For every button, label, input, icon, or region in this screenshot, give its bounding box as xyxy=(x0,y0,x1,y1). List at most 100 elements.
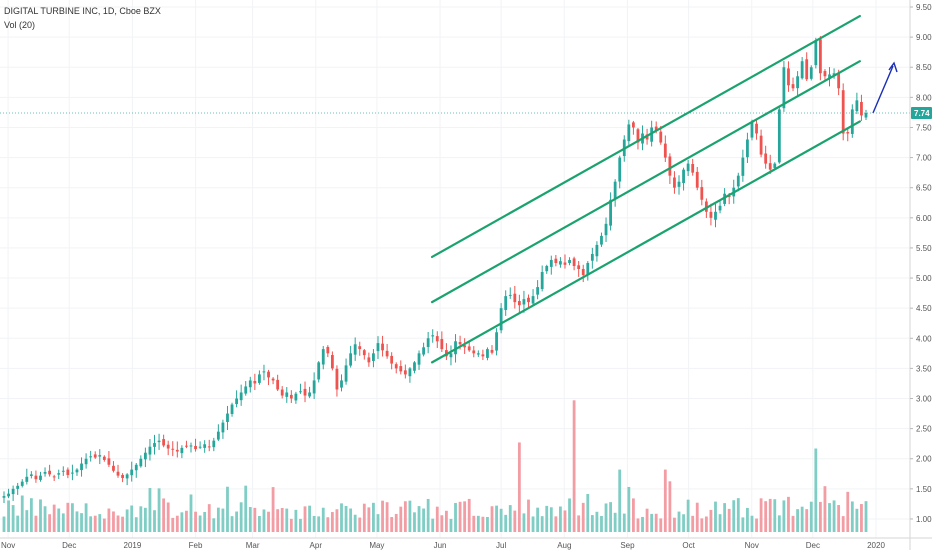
volume-bar xyxy=(20,495,24,532)
candle-body xyxy=(276,379,280,390)
price-tick-label: 4.50 xyxy=(916,304,932,313)
candle-body xyxy=(317,362,321,380)
projection-arrow xyxy=(872,65,894,114)
volume-bar xyxy=(860,504,863,532)
candle-body xyxy=(66,469,70,475)
volume-bar xyxy=(326,517,330,532)
candle-body xyxy=(554,258,558,263)
candle-body xyxy=(422,347,425,355)
volume-bar xyxy=(828,503,831,532)
candle-body xyxy=(677,181,681,187)
candle-body xyxy=(349,353,353,366)
volume-bar xyxy=(280,507,284,532)
volume-bar xyxy=(837,505,841,532)
candle-body xyxy=(43,471,47,474)
channel-line[interactable] xyxy=(430,120,861,364)
volume-bar xyxy=(668,481,672,532)
volume-bar xyxy=(563,510,567,532)
volume-bar xyxy=(16,515,20,532)
volume-bar xyxy=(294,509,298,532)
volume-bar xyxy=(732,500,736,532)
volume-bar xyxy=(207,504,211,532)
candle-body xyxy=(504,296,508,310)
volume-bar xyxy=(84,503,88,532)
candle-body xyxy=(289,394,293,399)
volume-bar xyxy=(568,498,571,532)
candle-body xyxy=(618,157,622,182)
volume-bar xyxy=(399,506,403,532)
candle-body xyxy=(700,187,704,200)
price-tick-label: 4.00 xyxy=(916,334,932,343)
trend-channel[interactable] xyxy=(430,14,861,364)
volume-bar xyxy=(153,510,156,532)
channel-line[interactable] xyxy=(430,60,861,304)
volume-bar xyxy=(764,501,768,532)
volume-bar xyxy=(271,487,275,532)
candle-body xyxy=(376,343,380,352)
volume-bar xyxy=(312,515,316,532)
candle-body xyxy=(486,349,489,358)
candle-body xyxy=(166,444,170,449)
candle-body xyxy=(490,349,494,353)
price-tick-label: 6.50 xyxy=(916,184,932,193)
volume-bar xyxy=(344,505,348,532)
volume-bar xyxy=(52,504,56,532)
candle-body xyxy=(549,259,553,267)
candle-body xyxy=(385,350,389,357)
candle-body xyxy=(536,287,540,295)
volume-bar xyxy=(80,513,83,532)
candle-body xyxy=(787,68,790,86)
candle-body xyxy=(198,446,202,448)
volume-bar xyxy=(545,505,549,532)
volume-bar xyxy=(349,508,353,532)
time-tick-label: Jul xyxy=(496,541,506,550)
candle-body xyxy=(495,332,498,351)
candle-body xyxy=(581,268,585,276)
price-tick-label: 7.00 xyxy=(916,154,932,163)
volume-bar xyxy=(403,501,407,532)
volume-bar xyxy=(540,516,544,532)
volume-bar xyxy=(139,506,143,532)
price-axis[interactable]: 9.50 9.00 8.50 8.00 7.50 7.00 6.50 6.00 5.50 5.00… xyxy=(909,0,932,550)
volume-bar xyxy=(504,514,508,532)
candle-body xyxy=(230,404,234,414)
candle-body xyxy=(321,349,325,365)
volume-bar xyxy=(508,505,512,532)
volume-bar xyxy=(262,509,266,532)
volume-bar xyxy=(746,507,749,532)
candle-body xyxy=(627,124,631,142)
chart-grid xyxy=(0,0,910,538)
volume-bar xyxy=(855,508,859,532)
candle-body xyxy=(125,474,129,479)
volume-bar xyxy=(559,506,562,532)
volume-bar xyxy=(89,516,93,532)
volume-bar xyxy=(66,502,70,532)
volume-bar xyxy=(814,448,818,532)
volume-bar xyxy=(536,507,540,532)
volume-bar xyxy=(554,516,558,532)
channel-line[interactable] xyxy=(430,14,861,259)
volume-bar xyxy=(627,486,631,532)
candle-body xyxy=(768,163,772,170)
volume-bar xyxy=(677,511,681,532)
volume-bar xyxy=(25,510,29,532)
arrow-head xyxy=(888,61,898,73)
volume-bar xyxy=(235,511,239,532)
candle-body xyxy=(258,374,261,383)
candle-body xyxy=(691,164,695,173)
candle-body xyxy=(394,364,398,369)
candle-body xyxy=(75,469,79,473)
candle-body xyxy=(84,458,88,465)
volume-bar xyxy=(244,485,248,532)
volume-bar xyxy=(385,502,389,532)
time-axis[interactable]: Nov Dec 2019 Feb Mar Apr May Jun Jul Aug Sep Oct Nov… xyxy=(0,537,932,550)
candle-body xyxy=(262,371,266,373)
price-tick-label: 9.00 xyxy=(916,33,932,42)
volume-bar xyxy=(600,516,603,532)
candle-body xyxy=(271,378,275,381)
time-tick-label: Nov xyxy=(745,541,759,550)
candle-body xyxy=(686,163,690,172)
time-tick-label: Feb xyxy=(189,541,203,550)
